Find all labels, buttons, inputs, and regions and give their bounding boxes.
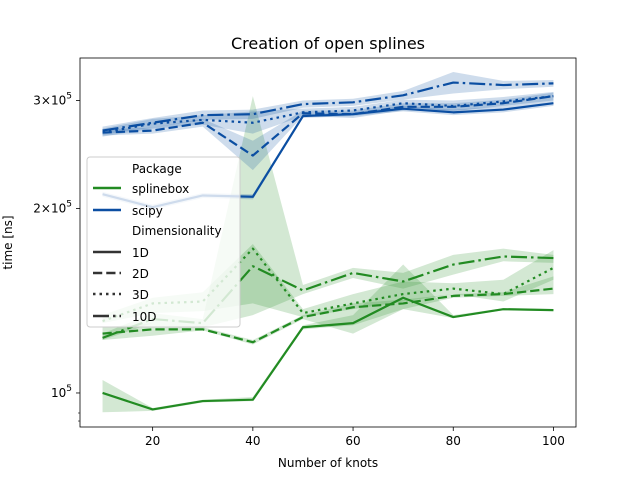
legend-box [86, 156, 241, 328]
x-axis-label: Number of knots [278, 456, 378, 470]
legend-label-splinebox: splinebox [132, 182, 189, 196]
plot-frame [79, 57, 577, 428]
x-tick-label: 100 [542, 434, 565, 448]
series-line-scipy-2d [102, 95, 554, 157]
series-line-scipy-10d [102, 81, 554, 132]
x-tick-label: 40 [245, 434, 260, 448]
legend-package-title: Package [132, 162, 182, 176]
series-line-scipy-3d [102, 95, 554, 134]
y-tick-label: 2×105 [33, 199, 72, 215]
series-line-splinebox-2d [102, 287, 554, 344]
legend-label-scipy: scipy [132, 204, 163, 218]
x-axis-ticks: 20 40 60 80 100 [145, 427, 565, 448]
y-tick-label: 105 [51, 384, 72, 400]
x-tick-label: 20 [145, 434, 160, 448]
legend: Package splinebox scipy Dimensionality 1… [86, 156, 241, 328]
x-tick-label: 80 [446, 434, 461, 448]
chart-title: Creation of open splines [231, 34, 425, 53]
legend-label-10d: 10D [132, 310, 157, 324]
y-axis-ticks: 105 2×105 3×105 [33, 92, 80, 422]
band-scipy-2d [102, 92, 554, 171]
legend-label-2d: 2D [132, 267, 149, 281]
legend-label-1d: 1D [132, 246, 149, 260]
legend-label-3d: 3D [132, 288, 149, 302]
band-scipy-1d [102, 100, 554, 210]
series-line-splinebox-1d [102, 296, 554, 411]
y-axis-label: time [ns] [1, 215, 15, 269]
legend-dimensionality-title: Dimensionality [132, 224, 222, 238]
y-tick-label: 3×105 [33, 92, 72, 108]
band-splinebox-2d [102, 276, 554, 345]
x-tick-label: 60 [345, 434, 360, 448]
